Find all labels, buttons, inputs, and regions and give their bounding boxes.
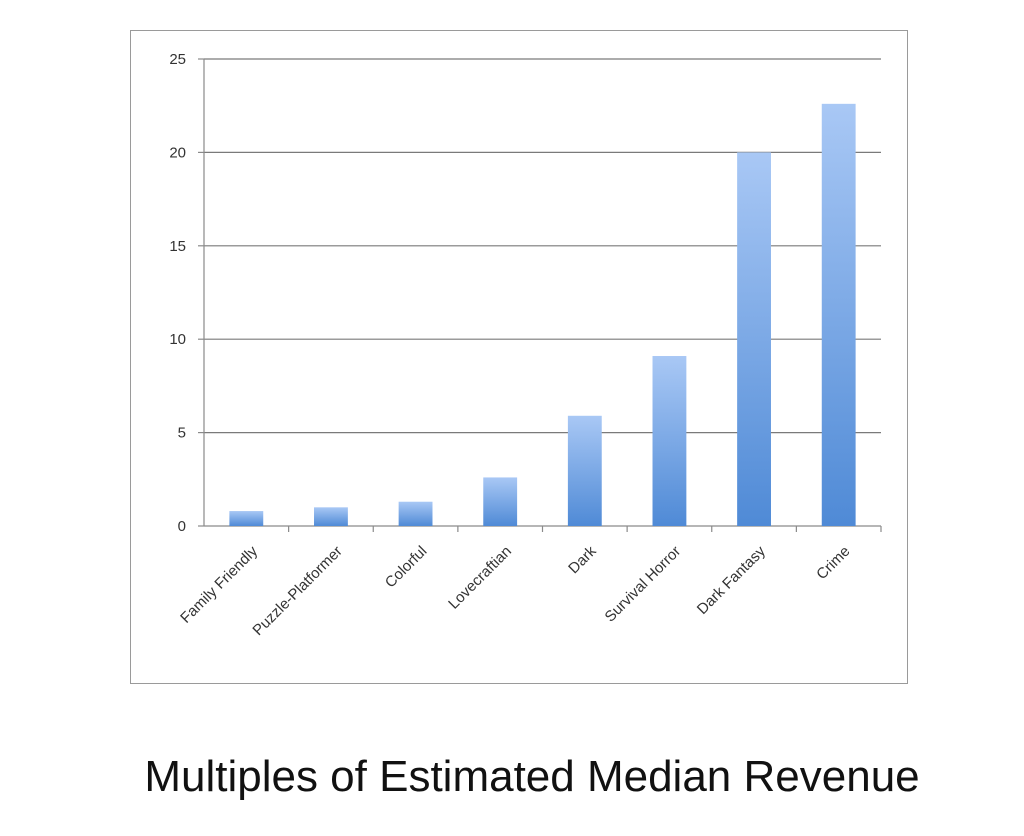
x-tick-label: Family Friendly — [177, 542, 261, 626]
y-tick-label: 25 — [169, 51, 186, 68]
bars — [229, 103, 856, 526]
y-tick-label: 10 — [169, 331, 186, 348]
bar — [652, 356, 687, 526]
x-tick-label: Puzzle-Platformer — [249, 543, 345, 639]
gridlines — [204, 58, 881, 434]
chart-caption: Multiples of Estimated Median Revenue — [144, 752, 920, 801]
bar — [821, 103, 856, 526]
x-tick-label: Survival Horror — [602, 543, 685, 626]
x-tick-label: Crime — [813, 543, 853, 583]
y-tick-label: 5 — [178, 425, 186, 442]
bar — [737, 152, 771, 526]
axes — [198, 58, 882, 532]
x-tick-label: Dark — [565, 542, 600, 577]
y-tick-labels: 0 5 10 15 20 25 — [169, 51, 186, 535]
bar — [398, 501, 433, 526]
x-tick-label: Lovecraftian — [445, 543, 515, 613]
x-tick-label: Dark Fantasy — [694, 542, 769, 617]
y-tick-label: 15 — [169, 238, 186, 255]
chart-frame — [130, 30, 908, 684]
bar — [229, 511, 264, 526]
x-tick-label: Colorful — [382, 543, 431, 592]
bar — [314, 507, 348, 526]
y-tick-label: 0 — [178, 518, 186, 535]
bar — [567, 415, 602, 526]
y-tick-label: 20 — [169, 144, 186, 161]
bar — [483, 477, 518, 526]
